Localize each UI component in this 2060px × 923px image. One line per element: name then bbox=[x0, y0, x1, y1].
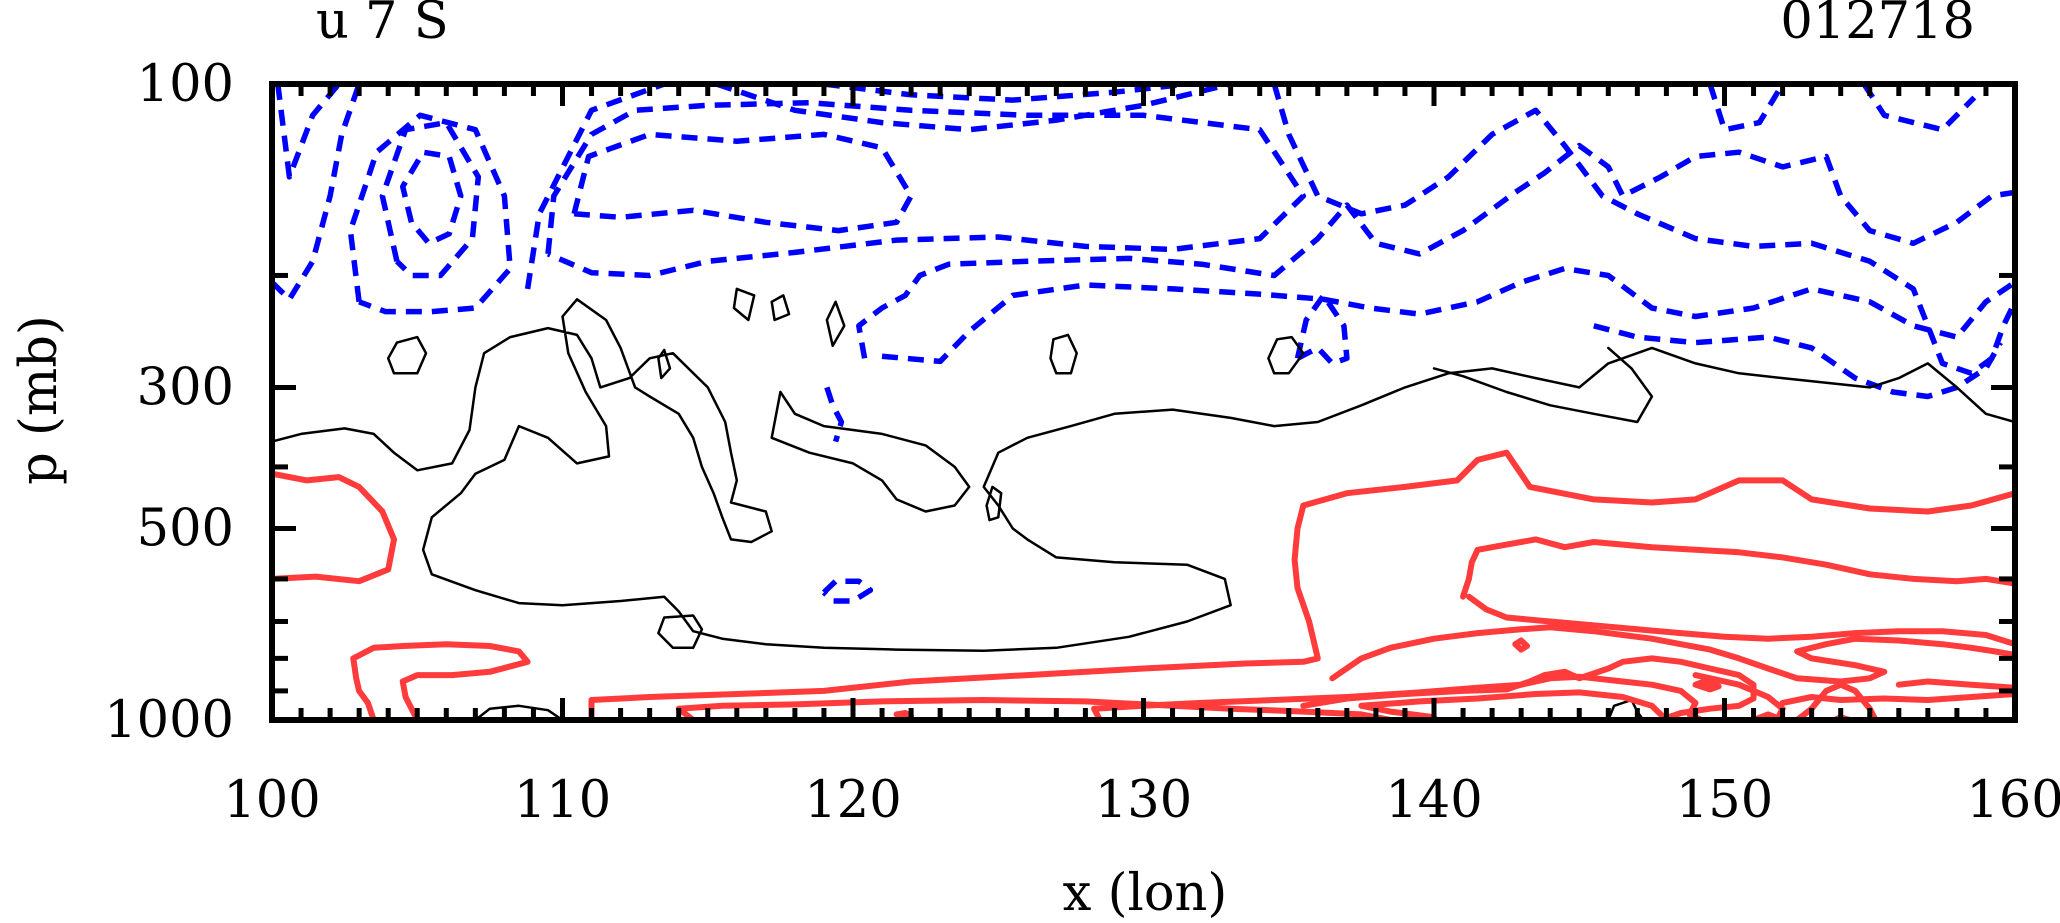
contour-negative-3 bbox=[347, 112, 513, 315]
contour-zero-21 bbox=[1432, 346, 1654, 424]
contour-zero-27 bbox=[732, 287, 756, 322]
contour-positive-45 bbox=[1329, 624, 2015, 685]
tick-labels: 100 110 120 130 140 150 160 100 300 500 1000 bbox=[104, 55, 2060, 830]
y-axis-label: p (mb) bbox=[10, 315, 69, 485]
contour-negative-5 bbox=[571, 131, 914, 234]
contour-positive-49 bbox=[1895, 678, 2015, 691]
contour-zero-30 bbox=[657, 348, 672, 380]
contour-zero-20 bbox=[770, 390, 971, 513]
chart-title-left: u 7 S bbox=[316, 0, 449, 51]
contour-negative-7 bbox=[524, 84, 666, 290]
contour-zero-28 bbox=[770, 294, 791, 322]
contour-positive-39 bbox=[1300, 655, 1757, 720]
plot-frame bbox=[269, 81, 2018, 723]
contour-zero-25 bbox=[657, 614, 704, 650]
contour-zero-29 bbox=[825, 300, 846, 348]
x-tick-label: 140 bbox=[1385, 771, 1482, 830]
x-tick-label: 160 bbox=[1966, 771, 2060, 830]
contour-zero-22 bbox=[386, 335, 428, 375]
x-tick-label: 130 bbox=[1095, 771, 1192, 830]
contour-negative-4 bbox=[272, 84, 362, 303]
contour-negative-8 bbox=[715, 84, 1232, 133]
contour-positive-35 bbox=[588, 449, 2015, 720]
x-tick-label: 100 bbox=[223, 771, 320, 830]
contour-positive-37 bbox=[675, 697, 1394, 720]
contour-positive-44 bbox=[1512, 637, 1530, 653]
contour-positive-46 bbox=[1460, 536, 2015, 600]
y-tick-label: 1000 bbox=[104, 691, 234, 750]
contour-lines bbox=[272, 84, 2015, 720]
contour-negative-17 bbox=[824, 386, 845, 443]
contour-zero-26 bbox=[985, 485, 1003, 522]
contour-negative-18 bbox=[821, 578, 874, 604]
x-axis-label: x (lon) bbox=[1063, 864, 1228, 923]
chart-title-right: 012718 bbox=[1780, 0, 1975, 51]
contour-positive-33 bbox=[272, 470, 397, 585]
contour-negative-6 bbox=[545, 99, 1307, 279]
contour-positive-42 bbox=[1692, 678, 1722, 693]
y-tick-label: 500 bbox=[137, 500, 234, 559]
contour-positive-34 bbox=[350, 641, 531, 720]
contour-negative-10 bbox=[856, 142, 2015, 359]
contour-negative-12 bbox=[1271, 84, 2015, 377]
x-tick-label: 150 bbox=[1676, 771, 1773, 830]
x-tick-label: 110 bbox=[514, 771, 611, 830]
contour-negative-16 bbox=[1294, 292, 1350, 367]
y-tick-label: 100 bbox=[137, 55, 234, 114]
contour-negative-15 bbox=[1861, 84, 1977, 133]
contour-zero-24 bbox=[1267, 335, 1305, 375]
contour-negative-1 bbox=[379, 119, 482, 279]
y-tick-label: 300 bbox=[137, 358, 234, 417]
x-tick-label: 120 bbox=[804, 771, 901, 830]
contour-negative-13 bbox=[1593, 323, 2003, 400]
contour-zero-31 bbox=[474, 704, 564, 720]
contour-positive-50 bbox=[1779, 691, 2015, 706]
contour-negative-14 bbox=[1707, 84, 1785, 133]
contour-zero-23 bbox=[1049, 333, 1078, 375]
contour-positive-47 bbox=[1465, 593, 2015, 648]
